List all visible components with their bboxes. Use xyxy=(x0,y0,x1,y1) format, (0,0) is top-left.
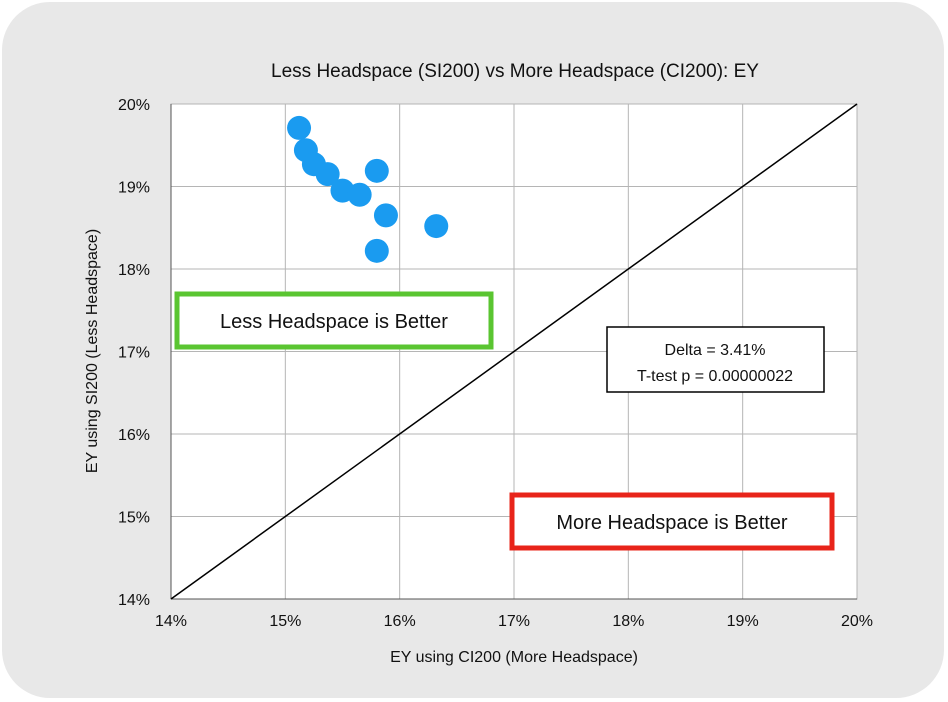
x-tick-labels: 14% 15% 16% 17% 18% 19% 20% xyxy=(155,613,873,630)
less-headspace-label: Less Headspace is Better xyxy=(220,311,448,333)
data-point xyxy=(287,115,312,140)
less-headspace-annotation: Less Headspace is Better xyxy=(174,291,494,350)
x-tick-label: 20% xyxy=(841,613,873,630)
equality-line xyxy=(170,103,858,600)
data-point xyxy=(315,162,340,187)
y-tick-label: 16% xyxy=(118,427,150,444)
data-point xyxy=(347,182,372,207)
x-tick-label: 14% xyxy=(155,613,187,630)
data-point xyxy=(373,203,398,228)
x-tick-label: 19% xyxy=(727,613,759,630)
chart-title: Less Headspace (SI200) vs More Headspace… xyxy=(271,61,759,82)
y-tick-label: 19% xyxy=(118,180,150,197)
more-headspace-label: More Headspace is Better xyxy=(556,512,788,534)
data-points xyxy=(287,115,449,263)
stats-annotation: Delta = 3.41% T-test p = 0.00000022 xyxy=(606,326,825,393)
data-point xyxy=(364,158,389,183)
y-tick-label: 20% xyxy=(118,97,150,114)
ttest-text: T-test p = 0.00000022 xyxy=(637,368,793,385)
data-point xyxy=(364,238,389,263)
stats-box xyxy=(606,326,825,393)
more-headspace-box xyxy=(509,492,835,551)
delta-text: Delta = 3.41% xyxy=(665,342,766,359)
more-headspace-annotation: More Headspace is Better xyxy=(509,492,835,551)
x-tick-label: 17% xyxy=(498,613,530,630)
x-tick-label: 15% xyxy=(269,613,301,630)
y-axis-label: EY using SI200 (Less Headspace) xyxy=(84,229,101,473)
y-tick-label: 17% xyxy=(118,345,150,362)
x-tick-label: 16% xyxy=(384,613,416,630)
y-tick-label: 14% xyxy=(118,592,150,609)
y-tick-label: 15% xyxy=(118,510,150,527)
less-headspace-box xyxy=(174,291,494,350)
y-tick-label: 18% xyxy=(118,262,150,279)
y-tick-labels: 14% 15% 16% 17% 18% 19% 20% xyxy=(118,97,150,609)
x-tick-label: 18% xyxy=(612,613,644,630)
x-axis-label: EY using CI200 (More Headspace) xyxy=(390,649,638,666)
data-point xyxy=(424,214,449,239)
